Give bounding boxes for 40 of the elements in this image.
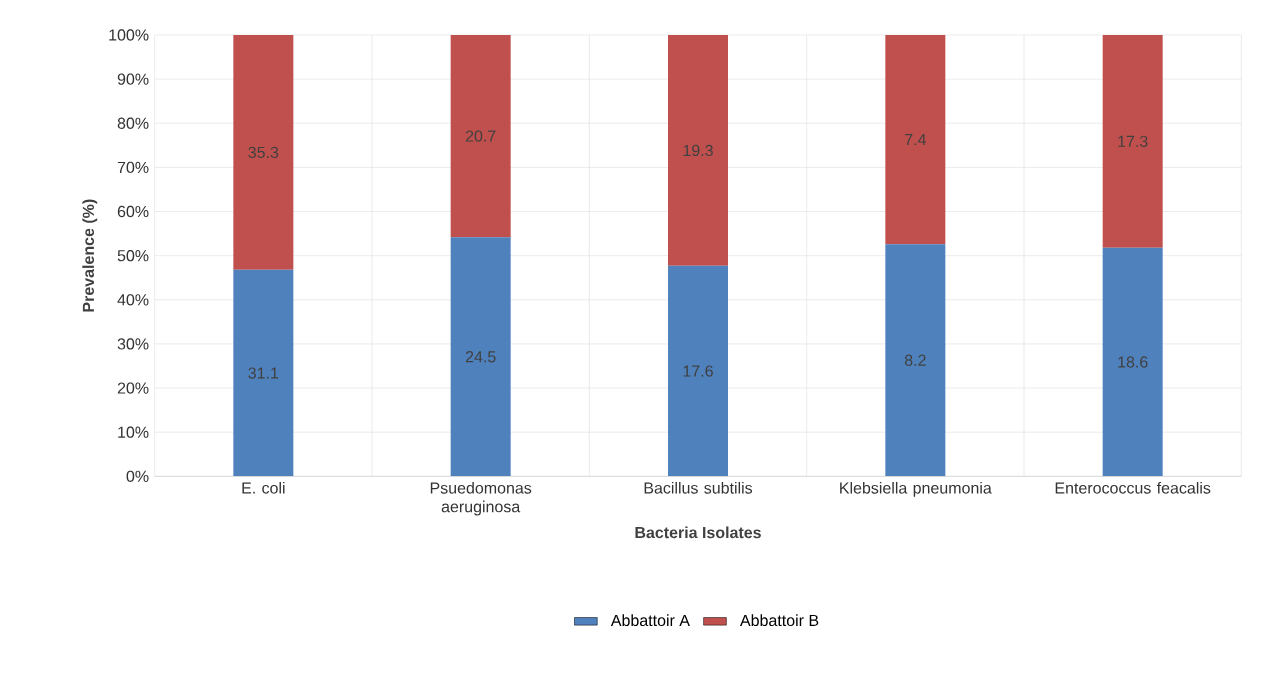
bar xyxy=(668,265,729,477)
annotation: 8.2 xyxy=(904,354,926,366)
annotation: 35.3 xyxy=(248,146,279,159)
annotation: 20.7 xyxy=(465,130,496,142)
annotation: 18.6 xyxy=(1118,356,1148,368)
y-tick-label: 90% xyxy=(117,73,149,85)
bar xyxy=(1102,247,1163,477)
bar xyxy=(885,35,946,245)
x-tick-label: Enterococcus feacalis xyxy=(1055,481,1211,494)
x-axis-title: Bacteria Isolates xyxy=(635,526,761,539)
annotation: 31.1 xyxy=(248,367,279,379)
y-tick-label: 40% xyxy=(117,294,149,306)
bar xyxy=(450,237,511,477)
y-tick-label: 70% xyxy=(117,161,149,174)
y-axis-title: Prevalence (%) xyxy=(82,199,98,312)
annotation: 17.6 xyxy=(683,365,713,377)
bar xyxy=(233,269,294,477)
y-tick-label: 10% xyxy=(118,426,149,438)
legend-label: Abbattoir B xyxy=(739,614,819,627)
x-tick-label: E. coli xyxy=(242,481,285,494)
bar xyxy=(233,35,294,270)
annotation: 17.3 xyxy=(1118,135,1148,148)
y-tick-label: 20% xyxy=(117,382,149,394)
annotation: 24.5 xyxy=(465,351,496,363)
bar xyxy=(668,35,729,266)
bar xyxy=(450,35,511,238)
y-tick-label: 50% xyxy=(117,250,149,262)
legend-label: Abbattoir A xyxy=(610,614,690,627)
y-tick-label: 30% xyxy=(117,338,149,350)
x-tick-label: Bacillus subtilis xyxy=(644,481,753,494)
bar xyxy=(1102,35,1163,248)
y-tick-label: 60% xyxy=(117,205,149,218)
bar xyxy=(885,244,946,477)
x-tick-label: Psuedomonas aeruginosa xyxy=(430,481,532,516)
annotation: 7.4 xyxy=(905,134,926,146)
y-tick-label: 80% xyxy=(117,117,149,129)
y-tick-label: 0% xyxy=(126,470,149,482)
annotation: 19.3 xyxy=(683,144,713,157)
y-tick-label: 100% xyxy=(109,29,149,41)
x-tick-label: Klebsiella pneumonia xyxy=(840,481,992,497)
